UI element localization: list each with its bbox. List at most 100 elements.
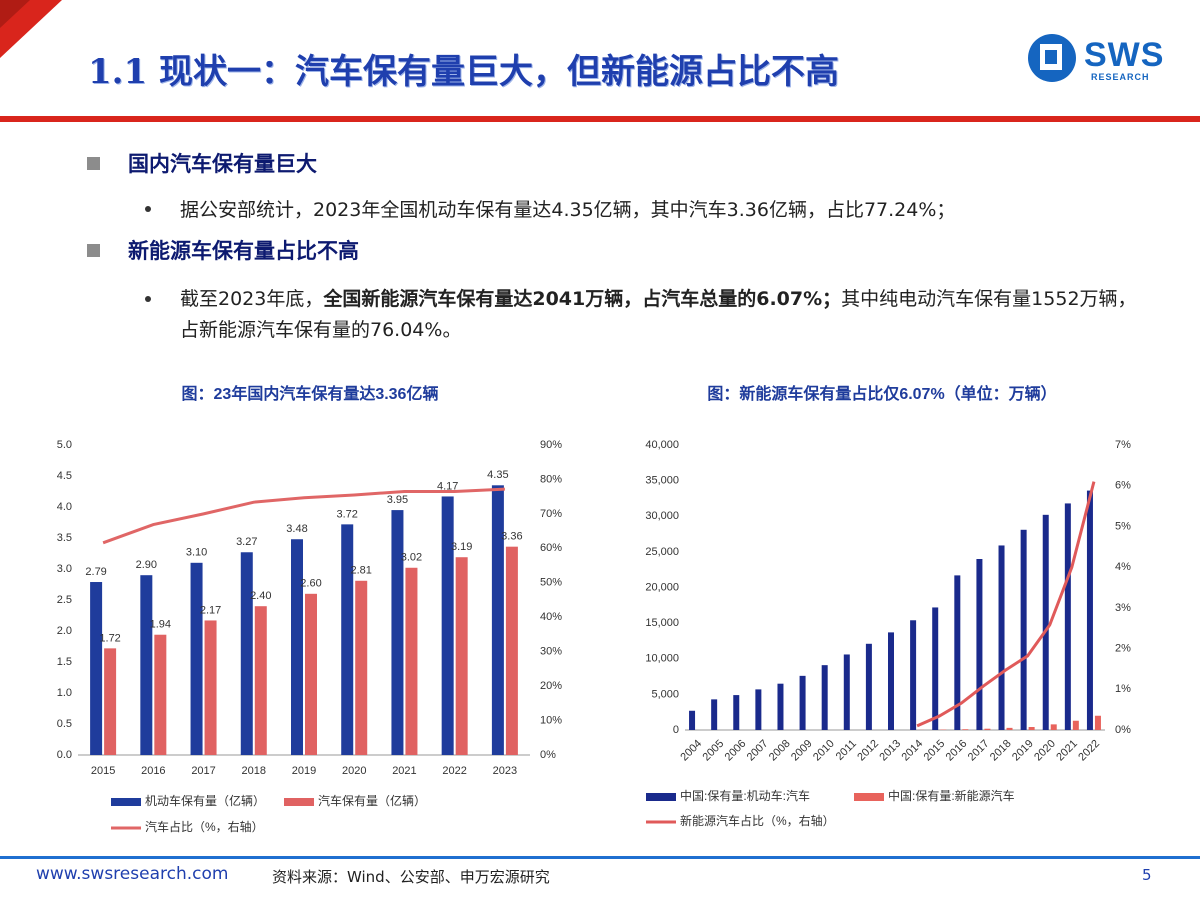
y-tick-label: 15,000 <box>645 617 679 629</box>
y2-tick-label: 6% <box>1115 480 1131 492</box>
x-tick-label: 2018 <box>988 738 1014 764</box>
bar <box>984 728 991 730</box>
x-tick-label: 2022 <box>1076 738 1102 764</box>
x-tick-label: 2006 <box>723 738 749 764</box>
y2-tick-label: 30% <box>540 646 562 658</box>
legend-label: 机动车保有量（亿辆） <box>145 793 265 808</box>
data-label: 2.81 <box>351 565 372 577</box>
bar <box>305 593 317 755</box>
data-label: 2.60 <box>300 578 321 590</box>
logo-text: SWS <box>1084 36 1165 74</box>
x-tick-label: 2021 <box>1054 738 1080 764</box>
legend-swatch <box>646 793 676 801</box>
data-label: 3.36 <box>501 531 522 543</box>
data-label: 4.17 <box>437 480 458 492</box>
bar <box>976 559 983 730</box>
legend-swatch <box>111 798 141 806</box>
bar <box>689 710 696 730</box>
data-label: 3.10 <box>186 547 207 559</box>
logo-mark <box>1045 50 1057 64</box>
bar <box>998 545 1005 730</box>
chart-title: 图：23年国内汽车保有量达3.36亿辆 <box>182 384 439 403</box>
bar <box>888 632 894 730</box>
y2-tick-label: 20% <box>540 680 562 692</box>
x-tick-label: 2017 <box>191 765 215 777</box>
x-tick-label: 2010 <box>811 738 837 764</box>
bar <box>711 699 718 730</box>
footer-url: www.swsresearch.com <box>36 864 229 884</box>
y2-tick-label: 2% <box>1115 642 1131 654</box>
bar <box>455 557 468 755</box>
footer-source: 资料来源：Wind、公安部、申万宏源研究 <box>272 868 550 886</box>
y-tick-label: 35,000 <box>645 475 679 487</box>
x-tick-label: 2021 <box>392 765 416 777</box>
bar <box>1086 490 1093 730</box>
y2-tick-label: 60% <box>540 542 562 554</box>
y2-tick-label: 10% <box>540 714 562 726</box>
chart-title: 图：新能源车保有量占比仅6.07%（单位：万辆） <box>707 384 1056 403</box>
bar <box>505 546 518 755</box>
bar <box>755 689 762 730</box>
line-series <box>102 487 505 545</box>
x-tick-label: 2017 <box>966 738 992 764</box>
bar <box>962 729 969 730</box>
bar <box>254 606 267 755</box>
bullet-heading: 国内汽车保有量巨大 <box>128 152 317 176</box>
data-label: 3.95 <box>387 494 408 506</box>
bar <box>910 620 917 730</box>
text-run: 据公安部统计，2023年全国机动车保有量达4.35亿辆，其中汽车3.36亿辆，占… <box>180 199 956 221</box>
y2-tick-label: 5% <box>1115 520 1131 532</box>
y2-tick-label: 0% <box>540 749 556 761</box>
bar <box>1020 529 1027 730</box>
data-label: 2.90 <box>136 559 157 571</box>
page-number: 5 <box>1142 866 1152 884</box>
bar <box>291 539 303 755</box>
x-tick-label: 2019 <box>292 765 316 777</box>
legend-swatch <box>854 793 884 801</box>
slide-title: 1.1 现状一：汽车保有量巨大，但新能源占比不高 <box>88 52 839 92</box>
x-tick-label: 2013 <box>877 738 903 764</box>
y-tick-label: 40,000 <box>645 439 679 451</box>
data-label: 1.94 <box>150 619 171 631</box>
x-tick-label: 2022 <box>442 765 466 777</box>
y2-tick-label: 90% <box>540 439 562 451</box>
data-label: 4.35 <box>487 469 508 481</box>
data-label: 3.02 <box>401 552 422 564</box>
footer-rule <box>0 856 1200 859</box>
bar <box>140 575 153 755</box>
x-tick-label: 2016 <box>944 738 970 764</box>
y-tick-label: 10,000 <box>645 653 679 665</box>
logo-subtext: RESEARCH <box>1091 72 1150 82</box>
y2-tick-label: 70% <box>540 508 562 520</box>
data-label: 2.79 <box>85 566 106 578</box>
header-rule <box>0 116 1200 122</box>
y2-tick-label: 3% <box>1115 602 1131 614</box>
y2-tick-label: 40% <box>540 611 562 623</box>
legend-label: 新能源汽车占比（%，右轴） <box>680 813 835 828</box>
bar <box>777 683 784 730</box>
legend-label: 汽车保有量（亿辆） <box>318 793 426 808</box>
bar <box>355 580 368 755</box>
text-run: 全国新能源汽车保有量达2041万辆，占汽车总量的6.07%； <box>323 288 842 310</box>
x-tick-label: 2016 <box>141 765 165 777</box>
x-tick-label: 2015 <box>91 765 115 777</box>
data-label: 2.17 <box>200 604 221 616</box>
y2-tick-label: 80% <box>540 473 562 485</box>
y-tick-label: 5.0 <box>57 439 72 451</box>
legend-swatch <box>284 798 314 806</box>
y-tick-label: 20,000 <box>645 581 679 593</box>
y-tick-label: 2.5 <box>57 594 72 606</box>
bar <box>1072 720 1079 730</box>
bar <box>104 648 117 755</box>
bar <box>441 496 454 755</box>
x-tick-label: 2015 <box>922 738 948 764</box>
bullet-square <box>87 244 100 257</box>
y2-tick-label: 1% <box>1115 683 1131 695</box>
x-tick-label: 2005 <box>701 738 727 764</box>
y-tick-label: 4.0 <box>57 501 72 513</box>
bar <box>799 675 806 730</box>
y-tick-label: 25,000 <box>645 546 679 558</box>
y-tick-label: 1.5 <box>57 656 72 668</box>
